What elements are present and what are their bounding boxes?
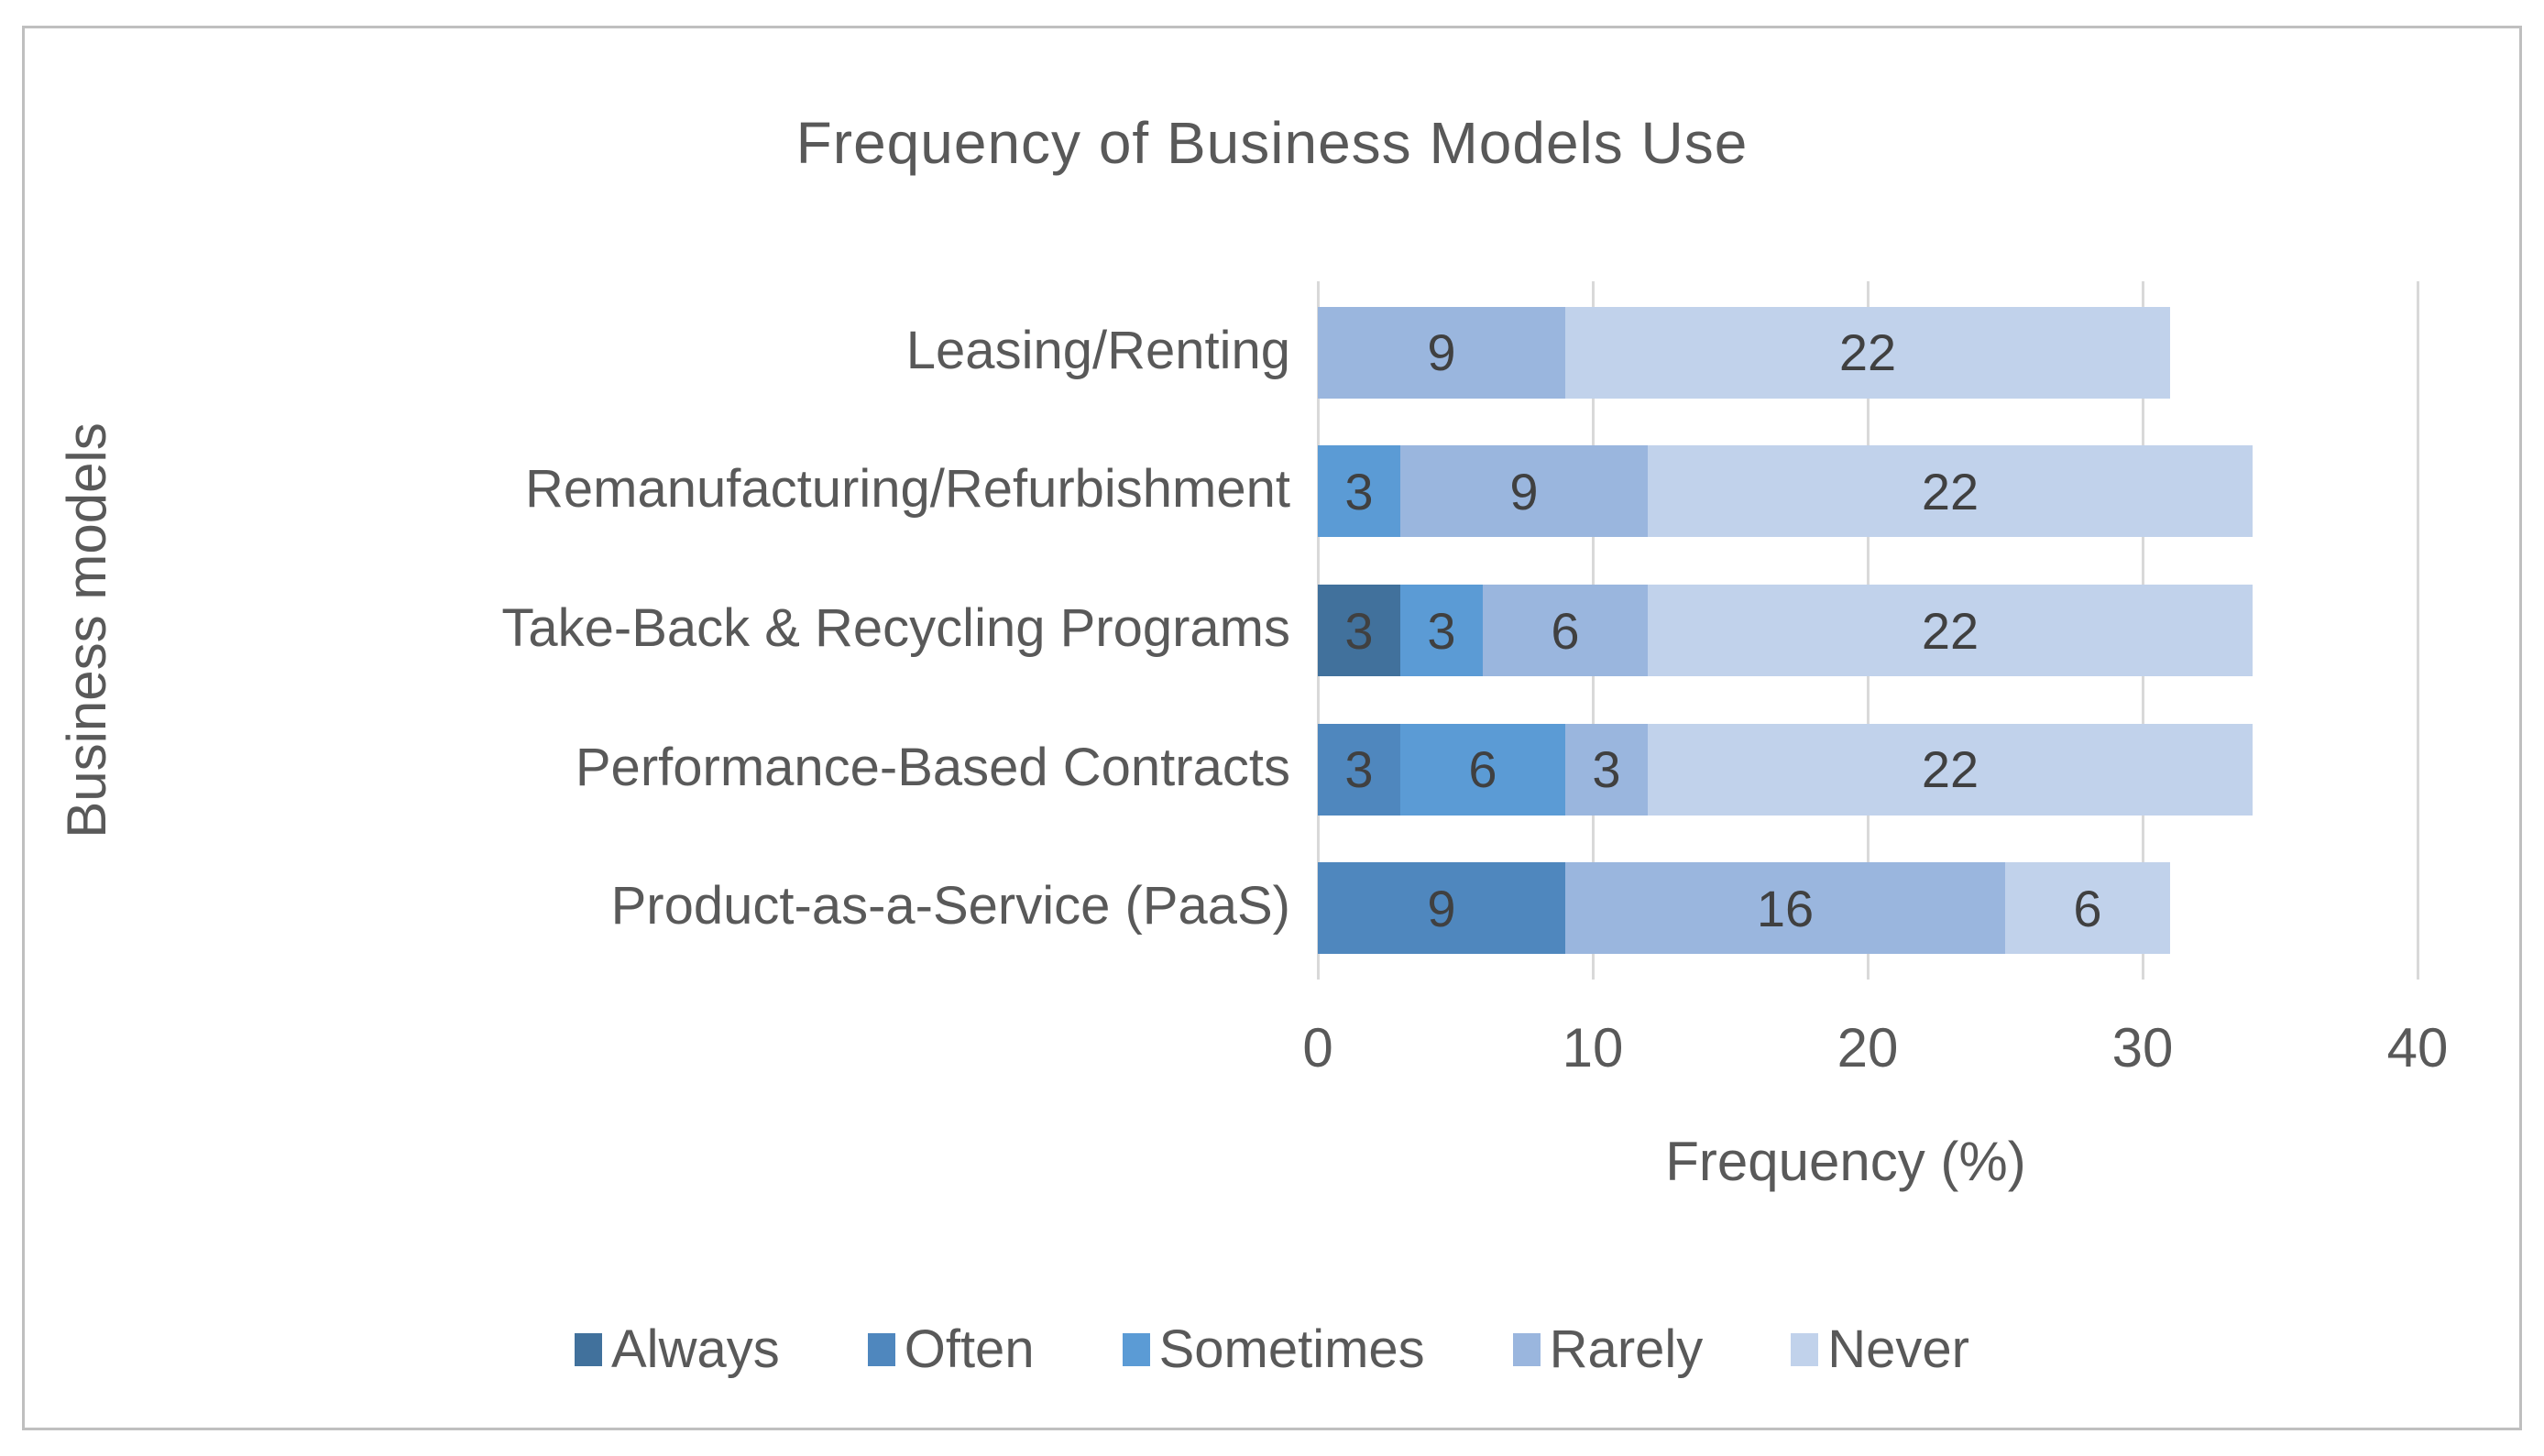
legend-label: Never: [1827, 1319, 1969, 1379]
bar-segment-sometimes: 6: [1400, 723, 1565, 816]
bar-segment-always: 3: [1318, 585, 1400, 676]
bar-segment-never: 6: [2005, 862, 2170, 955]
legend: Always Often Sometimes Rarely Never: [25, 1319, 2519, 1380]
category-label: Product-as-a-Service (PaaS): [610, 876, 1290, 936]
bar-segment-never: 22: [1648, 723, 2253, 816]
bar-segment-rarely: 9: [1400, 445, 1648, 538]
category-label: Performance-Based Contracts: [575, 737, 1290, 797]
legend-item-never: Never: [1791, 1319, 1969, 1380]
x-tick-label: 0: [1302, 1017, 1333, 1078]
bar-segment-rarely: 6: [1483, 585, 1648, 676]
bar-segment-sometimes: 3: [1400, 585, 1483, 676]
category-label: Remanufacturing/Refurbishment: [525, 459, 1290, 520]
legend-item-rarely: Rarely: [1512, 1319, 1704, 1380]
bar-row: 9 16 6: [1318, 862, 2170, 955]
bar-segment-rarely: 16: [1565, 862, 2005, 955]
legend-item-often: Often: [867, 1319, 1035, 1380]
stacked-bar-chart: Frequency of Business Models Use Busines…: [25, 28, 2519, 1428]
legend-swatch-icon: [1122, 1332, 1150, 1366]
x-tick-label: 30: [2111, 1017, 2174, 1078]
legend-item-sometimes: Sometimes: [1122, 1319, 1425, 1380]
x-tick-label: 10: [1562, 1017, 1624, 1078]
legend-swatch-icon: [1791, 1332, 1819, 1366]
legend-swatch-icon: [867, 1332, 895, 1366]
x-tick-label: 40: [2386, 1017, 2449, 1078]
bar-segment-often: 3: [1318, 723, 1400, 816]
legend-label: Rarely: [1549, 1319, 1704, 1379]
bar-row: 3 6 3 22: [1318, 723, 2253, 816]
bar-segment-rarely: 9: [1318, 306, 1565, 399]
bar-segment-never: 22: [1565, 306, 2170, 399]
legend-swatch-icon: [575, 1332, 602, 1366]
x-tick-label: 20: [1837, 1017, 1899, 1078]
gridline-x-40: [2417, 281, 2419, 980]
bar-segment-sometimes: 3: [1318, 445, 1400, 538]
category-label: Leasing/Renting: [905, 320, 1290, 380]
bar-row: 3 3 6 22: [1318, 585, 2253, 676]
chart-title: Frequency of Business Models Use: [795, 110, 1749, 176]
x-axis-title: Frequency (%): [1665, 1131, 2026, 1192]
bar-segment-rarely: 3: [1565, 723, 1648, 816]
category-label: Take-Back & Recycling Programs: [501, 598, 1290, 658]
legend-swatch-icon: [1512, 1332, 1541, 1366]
bar-segment-never: 22: [1648, 585, 2253, 676]
bar-segment-often: 9: [1318, 862, 1565, 955]
bar-row: 3 9 22: [1318, 445, 2253, 538]
chart-frame: Frequency of Business Models Use Busines…: [22, 26, 2522, 1430]
legend-label: Always: [611, 1319, 780, 1379]
legend-label: Sometimes: [1158, 1319, 1425, 1379]
legend-item-always: Always: [575, 1319, 780, 1380]
bar-segment-never: 22: [1648, 445, 2253, 538]
bar-row: 9 22: [1318, 306, 2170, 399]
legend-label: Often: [904, 1319, 1035, 1379]
